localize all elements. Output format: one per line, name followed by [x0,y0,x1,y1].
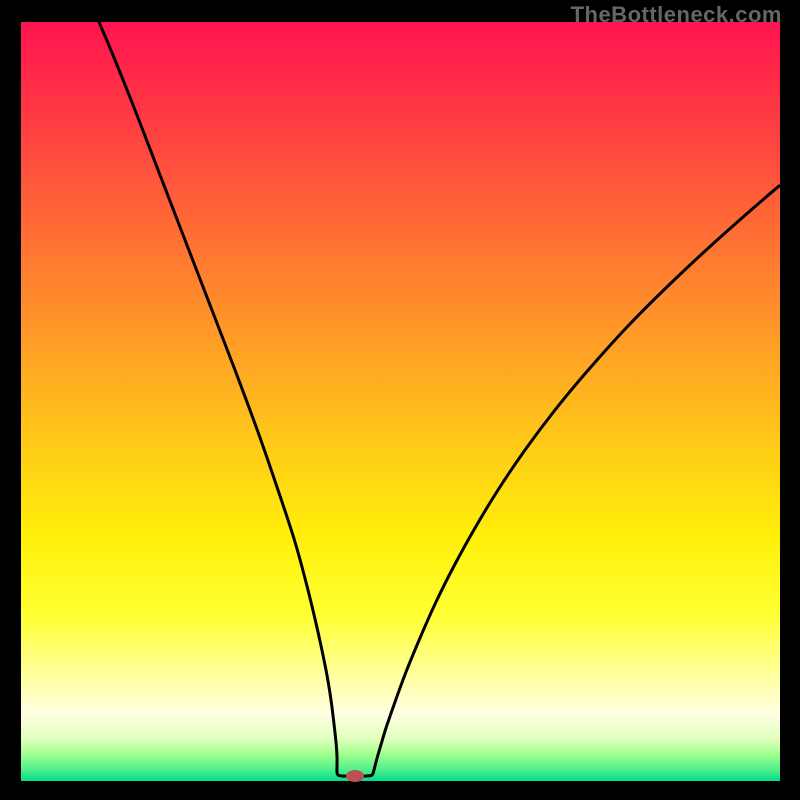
curve-layer [0,0,800,800]
chart-container: TheBottleneck.com [0,0,800,800]
watermark-text: TheBottleneck.com [571,2,782,28]
bottleneck-curve [99,22,779,776]
min-marker [346,770,364,782]
